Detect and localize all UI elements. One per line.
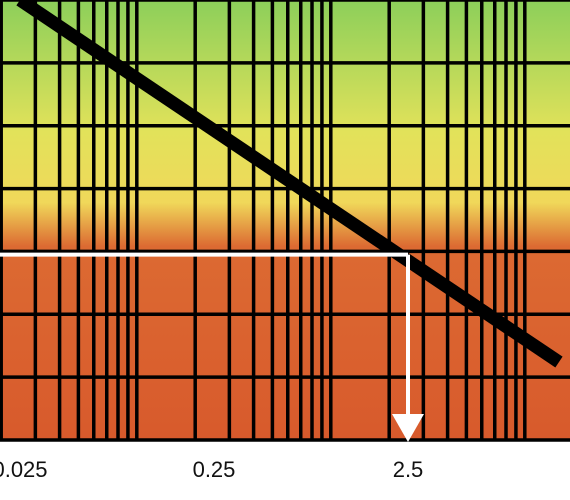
x-tick-labels: 0.025 0.25 2.5 xyxy=(0,457,423,482)
series-group xyxy=(16,0,563,368)
indicator-arrowhead xyxy=(392,414,424,442)
grid xyxy=(0,0,570,442)
indicator-group xyxy=(0,252,424,442)
x-tick-label: 0.025 xyxy=(0,457,48,482)
x-tick-label: 0.25 xyxy=(193,457,236,482)
plot-background xyxy=(0,0,570,440)
series-line xyxy=(16,0,563,368)
x-tick-label: 2.5 xyxy=(393,457,424,482)
